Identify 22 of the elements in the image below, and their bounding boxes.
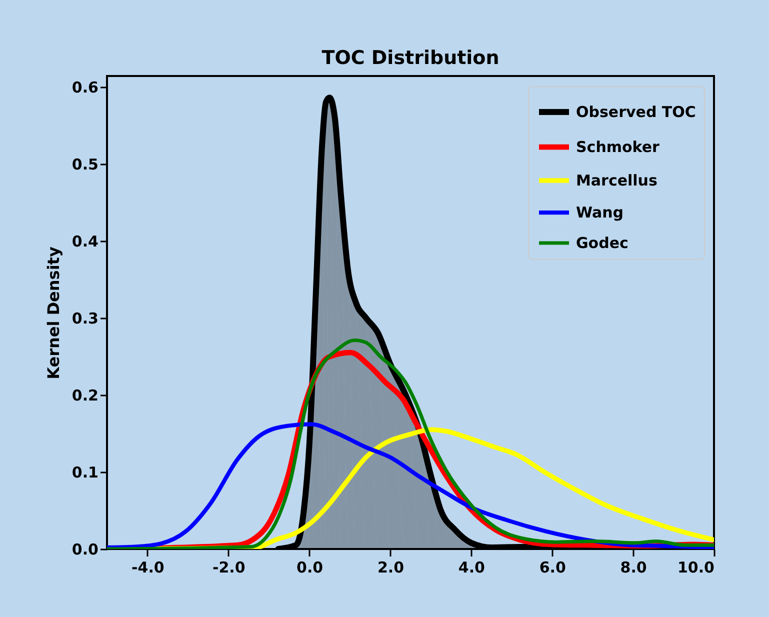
- y-tick-label: 0.1: [72, 463, 98, 482]
- y-axis-title: Kernel Density: [44, 246, 63, 380]
- legend-label: Schmoker: [576, 138, 660, 156]
- legend-label: Observed TOC: [576, 103, 696, 121]
- x-tick-label: 8.0: [620, 558, 647, 576]
- y-tick-label: 0.6: [72, 78, 98, 96]
- x-tick-label: 4.0: [458, 558, 485, 576]
- x-tick-label: 6.0: [539, 558, 566, 576]
- x-tick-label: -4.0: [132, 558, 164, 576]
- x-tick-label: 2.0: [377, 558, 404, 576]
- x-tick-label: -2.0: [212, 558, 246, 576]
- x-tick-label: 0.0: [296, 558, 324, 576]
- x-tick-label: 10.0: [677, 558, 714, 576]
- y-tick-label: 0.0: [72, 540, 98, 558]
- y-tick-label: 0.2: [72, 386, 98, 404]
- y-tick-label: 0.5: [72, 155, 98, 174]
- legend-label: Marcellus: [576, 172, 658, 190]
- chart-title: TOC Distribution: [322, 47, 500, 69]
- legend-label: Godec: [576, 234, 628, 252]
- y-tick-label: 0.4: [72, 232, 98, 250]
- y-tick-label: 0.3: [72, 309, 98, 328]
- legend-label: Wang: [576, 204, 624, 222]
